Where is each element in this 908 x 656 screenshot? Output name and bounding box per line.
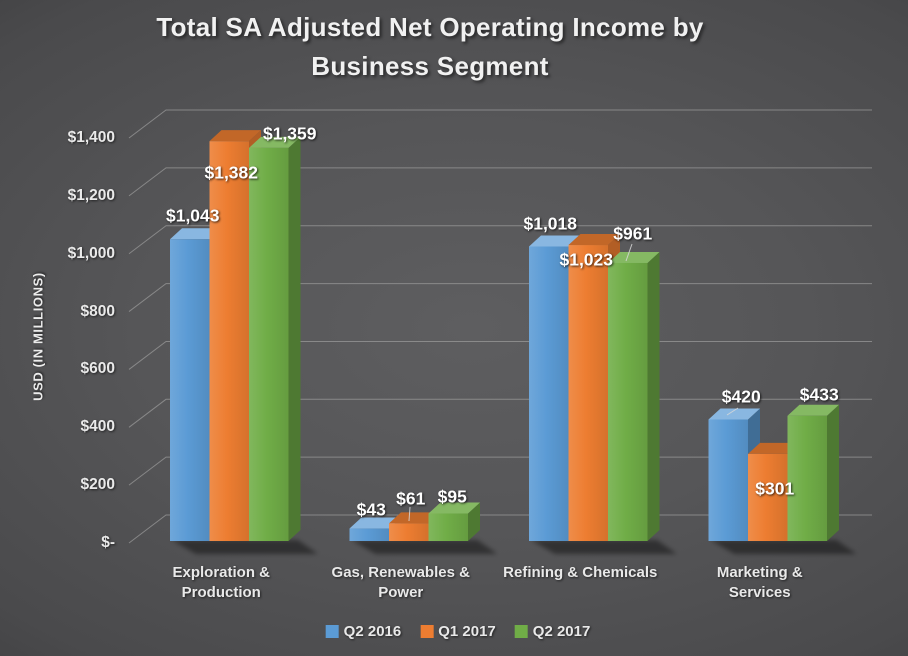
data-label-q2-2017-marketing-services: $433 [799, 384, 839, 405]
legend-label-q1-2017: Q1 2017 [438, 623, 496, 640]
x-category-label-marketing-services: Marketing & Services [716, 564, 803, 601]
legend-swatch-q2-2017 [514, 625, 528, 638]
legend-item-q2-2017: Q2 2017 [514, 623, 591, 640]
y-tick-label: $800 [80, 302, 115, 320]
chart-title-line-2: Business Segment [311, 51, 549, 81]
bar-series-layer [170, 130, 839, 542]
chart-legend: Q2 2016 Q1 2017 Q2 2017 [325, 623, 591, 640]
y-tick-label: $- [101, 534, 115, 552]
y-tick-label: $1,400 [67, 129, 115, 146]
data-label-q1-2017-marketing-services: $301 [755, 478, 795, 499]
data-label-q1-2017-gas-renewables-power: $61 [396, 488, 426, 509]
bar-q2-2017-exploration-production [249, 136, 301, 541]
legend-item-q1-2017: Q1 2017 [420, 623, 496, 640]
bar-shadows [172, 540, 857, 554]
bar-q2-2017-gas-renewables-power [428, 502, 480, 541]
bar-q2-2017-marketing-services [787, 404, 839, 541]
legend-label-q2-2017: Q2 2017 [532, 623, 591, 640]
y-tick-label: $400 [80, 418, 115, 436]
data-label-q2-2016-marketing-services: $420 [721, 386, 761, 407]
data-label-q2-2017-exploration-production: $1,359 [262, 123, 317, 144]
data-label-q1-2017-exploration-production: $1,382 [204, 162, 259, 183]
x-category-label-gas-renewables-power: Gas, Renewables & Power [331, 564, 470, 601]
y-tick-label: $1,200 [67, 186, 115, 204]
y-tick-label: $600 [80, 360, 115, 378]
legend-swatch-q1-2017 [420, 625, 434, 638]
legend-label-q2-2016: Q2 2016 [343, 623, 402, 640]
data-label-q2-2016-exploration-production: $1,043 [165, 205, 220, 226]
label-leader-lines [408, 243, 739, 522]
y-tick-label: $1,000 [67, 244, 115, 262]
y-tick-label: $200 [80, 476, 115, 494]
data-label-q1-2017-refining-chemicals: $1,023 [559, 249, 614, 270]
chart-title-line-1: Total SA Adjusted Net Operating Income b… [156, 12, 704, 42]
data-label-q2-2016-refining-chemicals: $1,018 [523, 213, 578, 234]
gridlines [128, 109, 872, 544]
chart-title: Total SA Adjusted Net Operating Income b… [0, 8, 860, 86]
data-label-q2-2017-gas-renewables-power: $95 [437, 486, 467, 507]
x-category-label-refining-chemicals: Refining & Chemicals [503, 564, 658, 581]
data-label-q2-2016-gas-renewables-power: $43 [356, 499, 386, 520]
x-category-label-exploration-production: Exploration & Production [172, 564, 271, 601]
bar-q2-2017-refining-chemicals [608, 251, 660, 541]
legend-swatch-q2-2016 [325, 625, 339, 638]
legend-item-q2-2016: Q2 2016 [325, 623, 402, 640]
data-label-q2-2017-refining-chemicals: $961 [613, 223, 653, 244]
